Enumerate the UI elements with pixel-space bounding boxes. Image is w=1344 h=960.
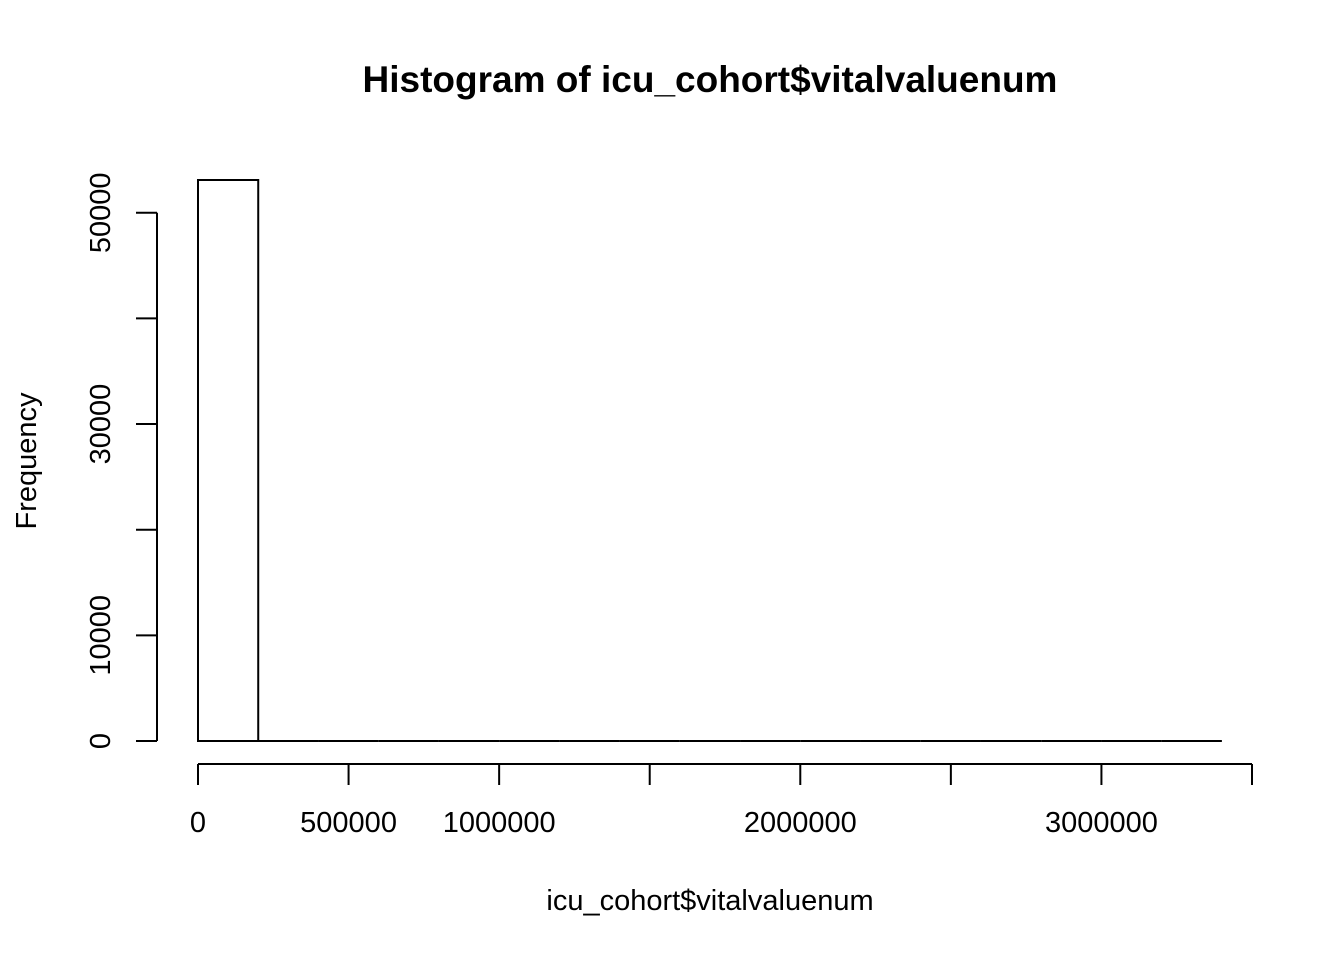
y-tick-label: 50000 [85,172,117,253]
x-axis: 0 500000 1000000 2000000 3000000 [190,763,1253,839]
histogram-bars [197,179,1222,742]
y-axis-label: Frequency [11,392,43,530]
x-tick-label: 0 [190,807,206,839]
y-tick-label: 0 [85,733,117,749]
x-tick-label: 2000000 [744,807,857,839]
y-tick-label: 30000 [85,384,117,465]
x-tick-label: 3000000 [1045,807,1158,839]
y-tick-label: 10000 [85,595,117,676]
x-tick-label: 500000 [300,807,397,839]
histogram-bar [197,179,260,742]
x-axis-label: icu_cohort$vitalvaluenum [546,885,873,917]
chart-title: Histogram of icu_cohort$vitalvaluenum [363,59,1058,100]
x-tick-label: 1000000 [443,807,556,839]
y-axis: 0 10000 30000 50000 [85,172,158,749]
